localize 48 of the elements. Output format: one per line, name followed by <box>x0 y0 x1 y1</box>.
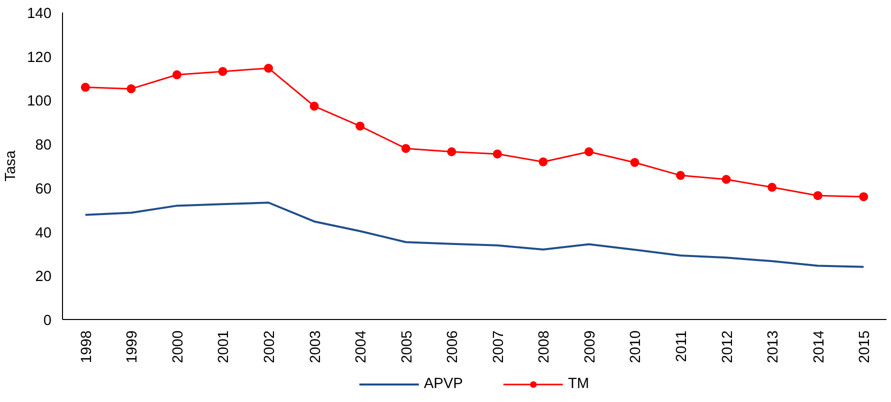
x-tick-label: 2007 <box>490 330 507 364</box>
point <box>126 84 136 94</box>
x-tick-label: 2011 <box>674 330 690 362</box>
point <box>538 157 548 166</box>
point <box>813 191 822 200</box>
x-tick-label: 2005 <box>399 330 416 364</box>
point <box>447 147 456 156</box>
y-tick-label: 140 <box>27 6 52 22</box>
point <box>676 170 685 180</box>
point <box>172 70 182 80</box>
point <box>218 66 228 76</box>
point <box>768 182 777 192</box>
point <box>264 64 273 73</box>
point <box>492 149 502 158</box>
line-series <box>84 202 865 268</box>
y-tick-label: 80 <box>35 138 52 154</box>
y-tick-label: 40 <box>35 225 52 242</box>
y-tick-label: 60 <box>35 181 52 198</box>
point <box>630 158 640 167</box>
x-tick-label: 2000 <box>170 330 186 364</box>
x-tick-label: 2013 <box>766 330 782 364</box>
point <box>722 174 731 184</box>
point <box>310 102 319 111</box>
x-tick-label: 2003 <box>308 330 324 364</box>
x-tick-label: 2002 <box>262 330 278 364</box>
point <box>859 192 868 202</box>
legend-label: APVP <box>424 376 463 392</box>
x-tick-label: 2012 <box>720 330 736 364</box>
x-tick-label: 2001 <box>216 330 232 364</box>
x-tick-label: 2009 <box>582 330 598 364</box>
y-tick-label: 100 <box>27 94 52 110</box>
x-tick-label: 2004 <box>354 330 370 364</box>
point <box>401 144 410 153</box>
point <box>80 82 90 92</box>
x-tick-label: 2006 <box>445 330 462 364</box>
y-tick-label: 20 <box>35 269 52 286</box>
x-tick-label: 2008 <box>536 330 553 364</box>
x-tick-label: 2010 <box>628 330 644 364</box>
x-tick-label: 2014 <box>811 330 828 364</box>
point <box>584 147 594 156</box>
y-tick-label: 120 <box>27 50 52 66</box>
y-tick-label: 0 <box>43 313 52 329</box>
x-tick-label: 2015 <box>857 330 874 364</box>
x-tick-label: 1998 <box>78 330 95 364</box>
x-tick-label: 1999 <box>124 330 141 364</box>
y-axis-title: Tasa <box>3 150 20 182</box>
point <box>356 122 365 131</box>
legend-label: TM <box>568 376 590 392</box>
